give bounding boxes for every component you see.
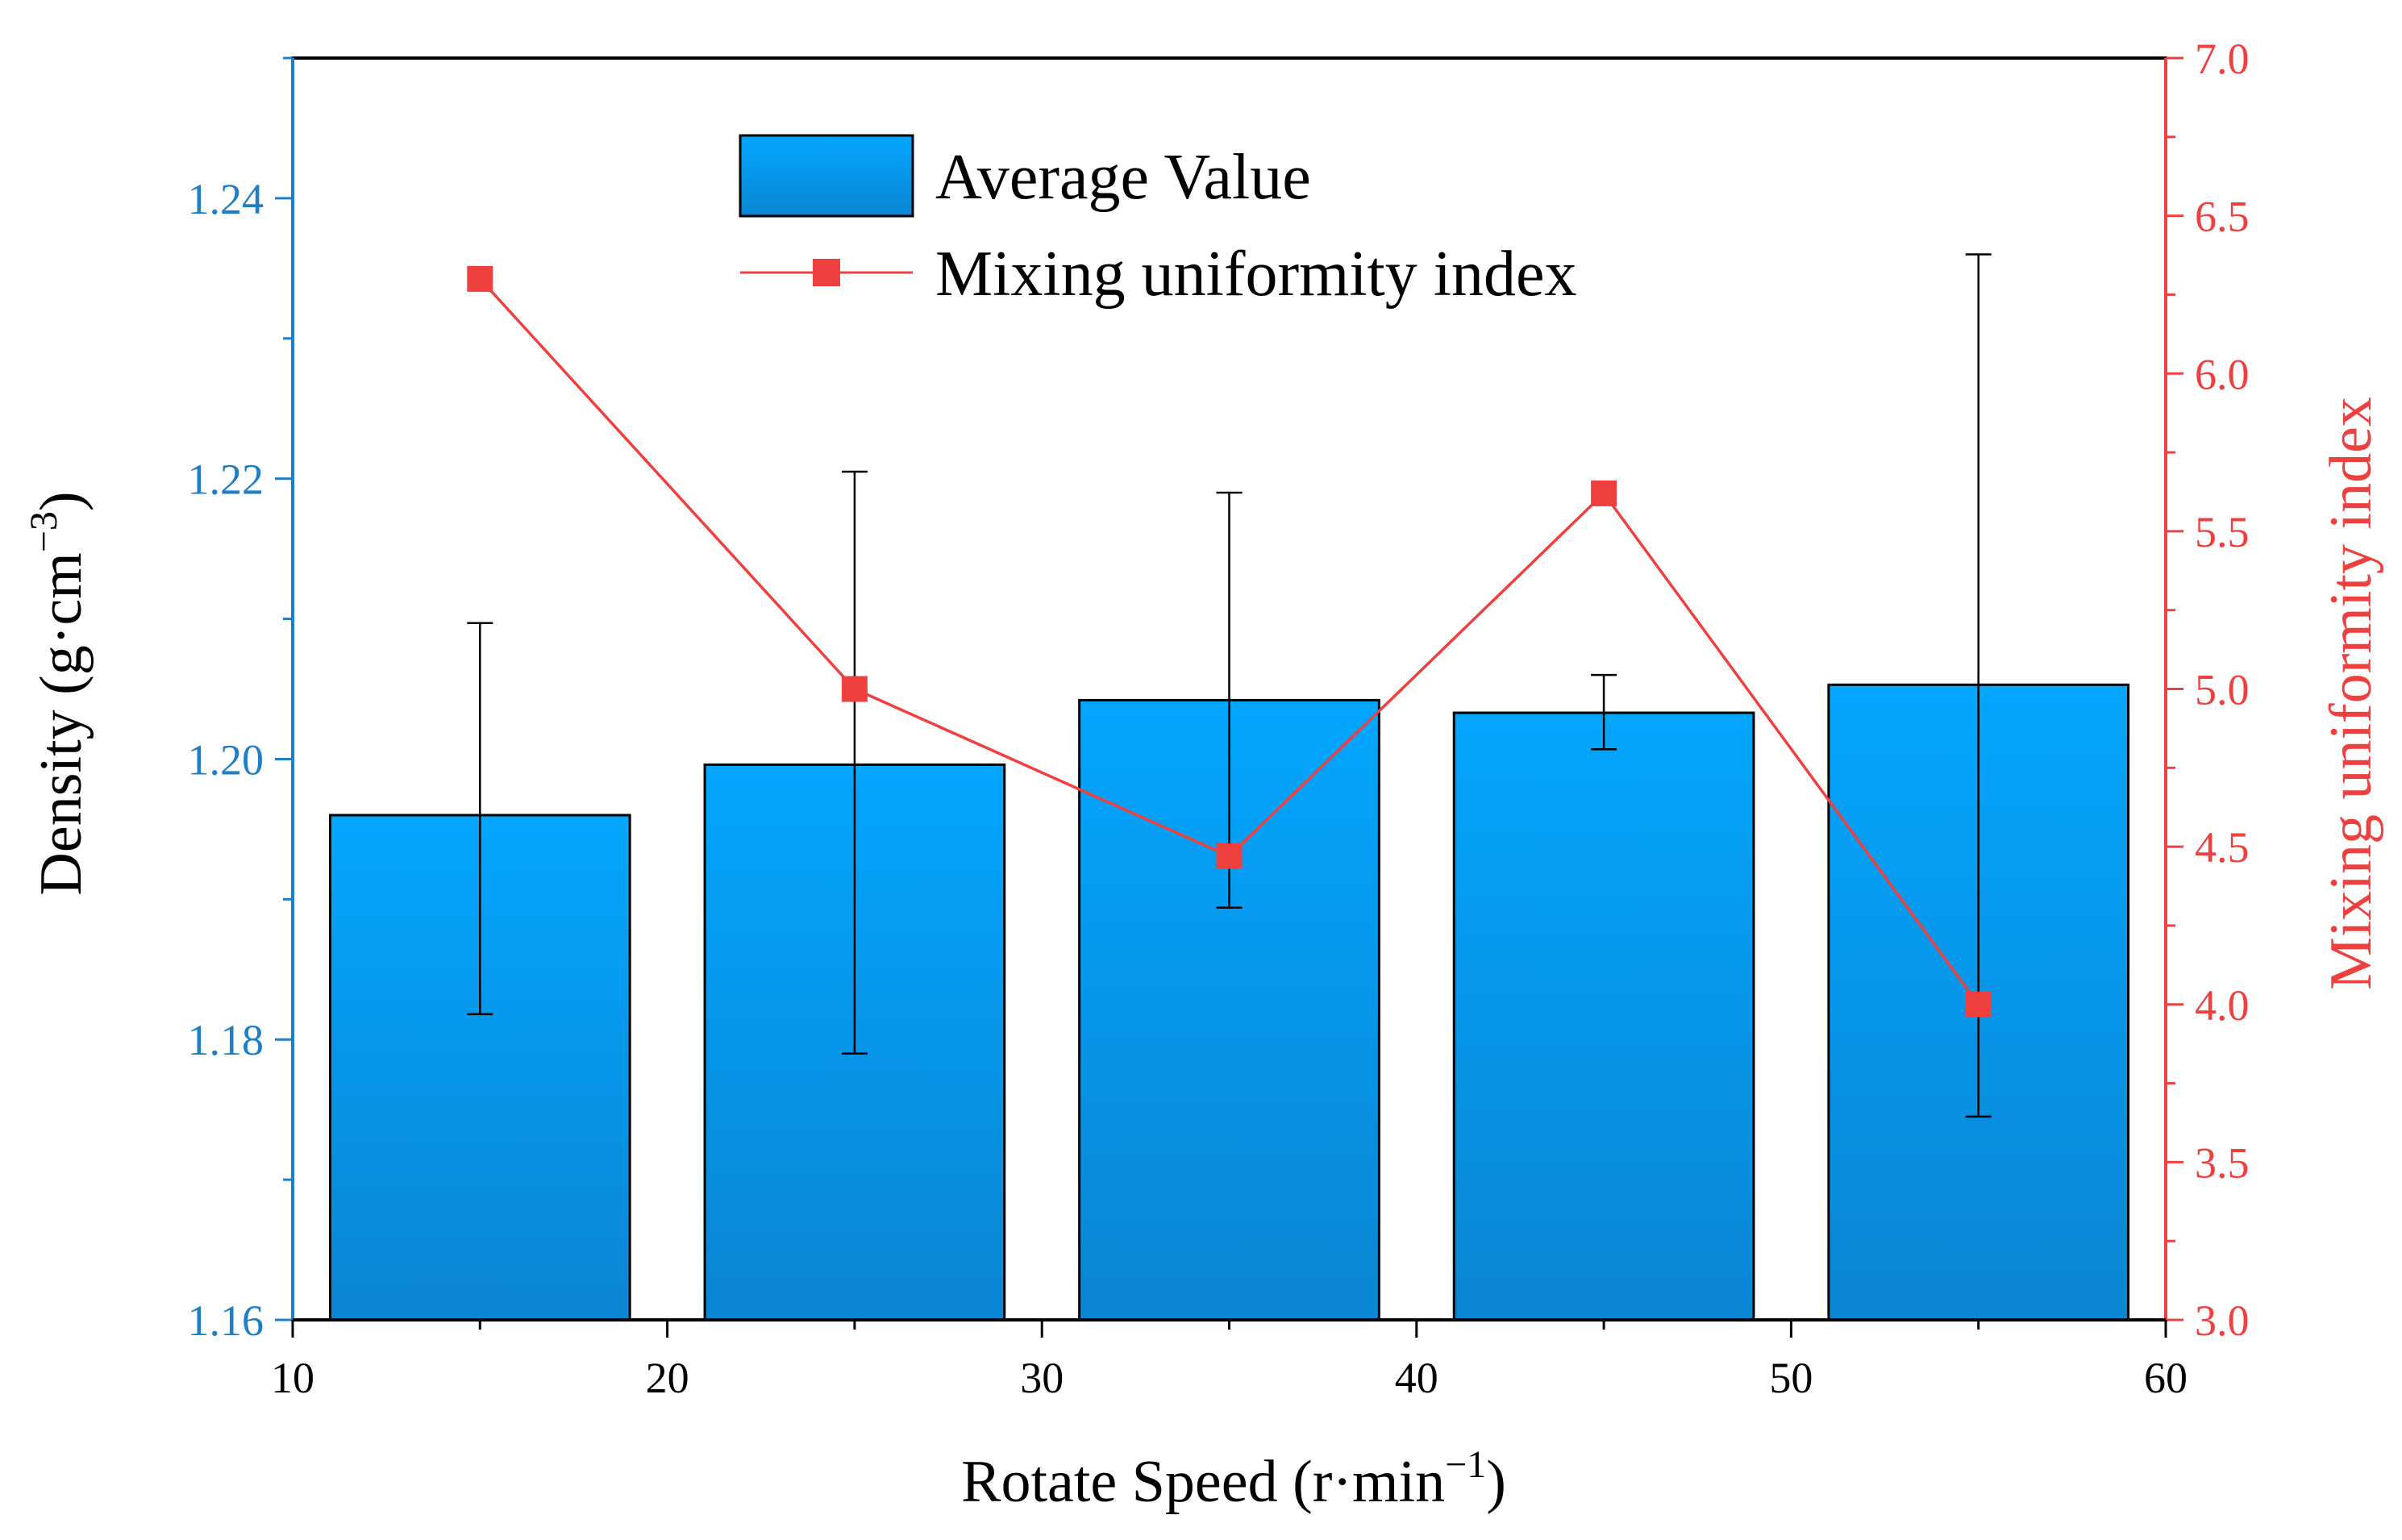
y-right-tick-label: 4.5 (2195, 823, 2250, 872)
legend: Average Value Mixing uniformity index (739, 134, 1577, 310)
axes (275, 56, 2183, 1338)
y-left-tick-label: 1.18 (188, 1016, 264, 1064)
y-right-tick-label: 6.5 (2195, 193, 2250, 241)
tick-labels: 1.16 1.18 1.20 1.22 1.24 3.0 3.5 4.0 4.5 5.0 5.5 6.… (188, 35, 2250, 1402)
x-axis-title-sup: −1 (1445, 1443, 1486, 1486)
legend-swatch-marker (813, 259, 840, 286)
x-tick-label: 60 (2144, 1354, 2188, 1402)
x-tick-label: 20 (646, 1354, 689, 1402)
legend-label-line: Mixing uniformity index (935, 239, 1577, 310)
y-left-tick-label: 1.20 (188, 735, 264, 784)
y-left-axis-title: Density (g·cm−3) (23, 491, 94, 895)
line-series (467, 265, 1992, 1018)
error-bars (467, 253, 1992, 1118)
x-tick-label: 30 (1020, 1354, 1064, 1402)
legend-swatch-bar (739, 134, 914, 218)
x-axis-title: Rotate Speed (r·min−1) (961, 1443, 1506, 1515)
line-point (467, 265, 493, 292)
x-tick-label: 40 (1395, 1354, 1438, 1402)
x-tick-label: 50 (1769, 1354, 1813, 1402)
y-right-tick-label: 4.0 (2195, 981, 2250, 1030)
bar (1452, 711, 1755, 1321)
y-right-tick-label: 5.5 (2195, 508, 2250, 556)
x-axis-title-main: Rotate Speed (r·min (961, 1449, 1445, 1515)
y-left-tick-label: 1.16 (188, 1297, 264, 1345)
y-left-axis-title-end: ) (28, 491, 94, 511)
y-left-axis-title-main: Density (g·cm (28, 552, 94, 895)
line-point (841, 676, 868, 702)
axis-titles: Rotate Speed (r·min−1) Density (g·cm−3) … (23, 397, 2384, 1515)
legend-label-bar: Average Value (935, 142, 1311, 213)
y-left-axis-title-sup: −3 (23, 511, 65, 552)
line-point (1591, 480, 1617, 506)
y-right-tick-label: 3.5 (2195, 1138, 2250, 1187)
y-right-tick-label: 7.0 (2195, 35, 2250, 83)
y-left-tick-label: 1.22 (188, 456, 264, 504)
line-point (1965, 991, 1992, 1018)
x-axis-title-end: ) (1486, 1449, 1506, 1515)
x-tick-label: 10 (271, 1354, 314, 1402)
y-right-tick-label: 3.0 (2195, 1297, 2250, 1345)
y-right-tick-label: 6.0 (2195, 350, 2250, 398)
y-left-tick-label: 1.24 (188, 175, 264, 223)
line-point (1216, 843, 1243, 869)
y-right-axis-title: Mixing uniformity index (2318, 397, 2384, 990)
y-right-tick-label: 5.0 (2195, 666, 2250, 714)
